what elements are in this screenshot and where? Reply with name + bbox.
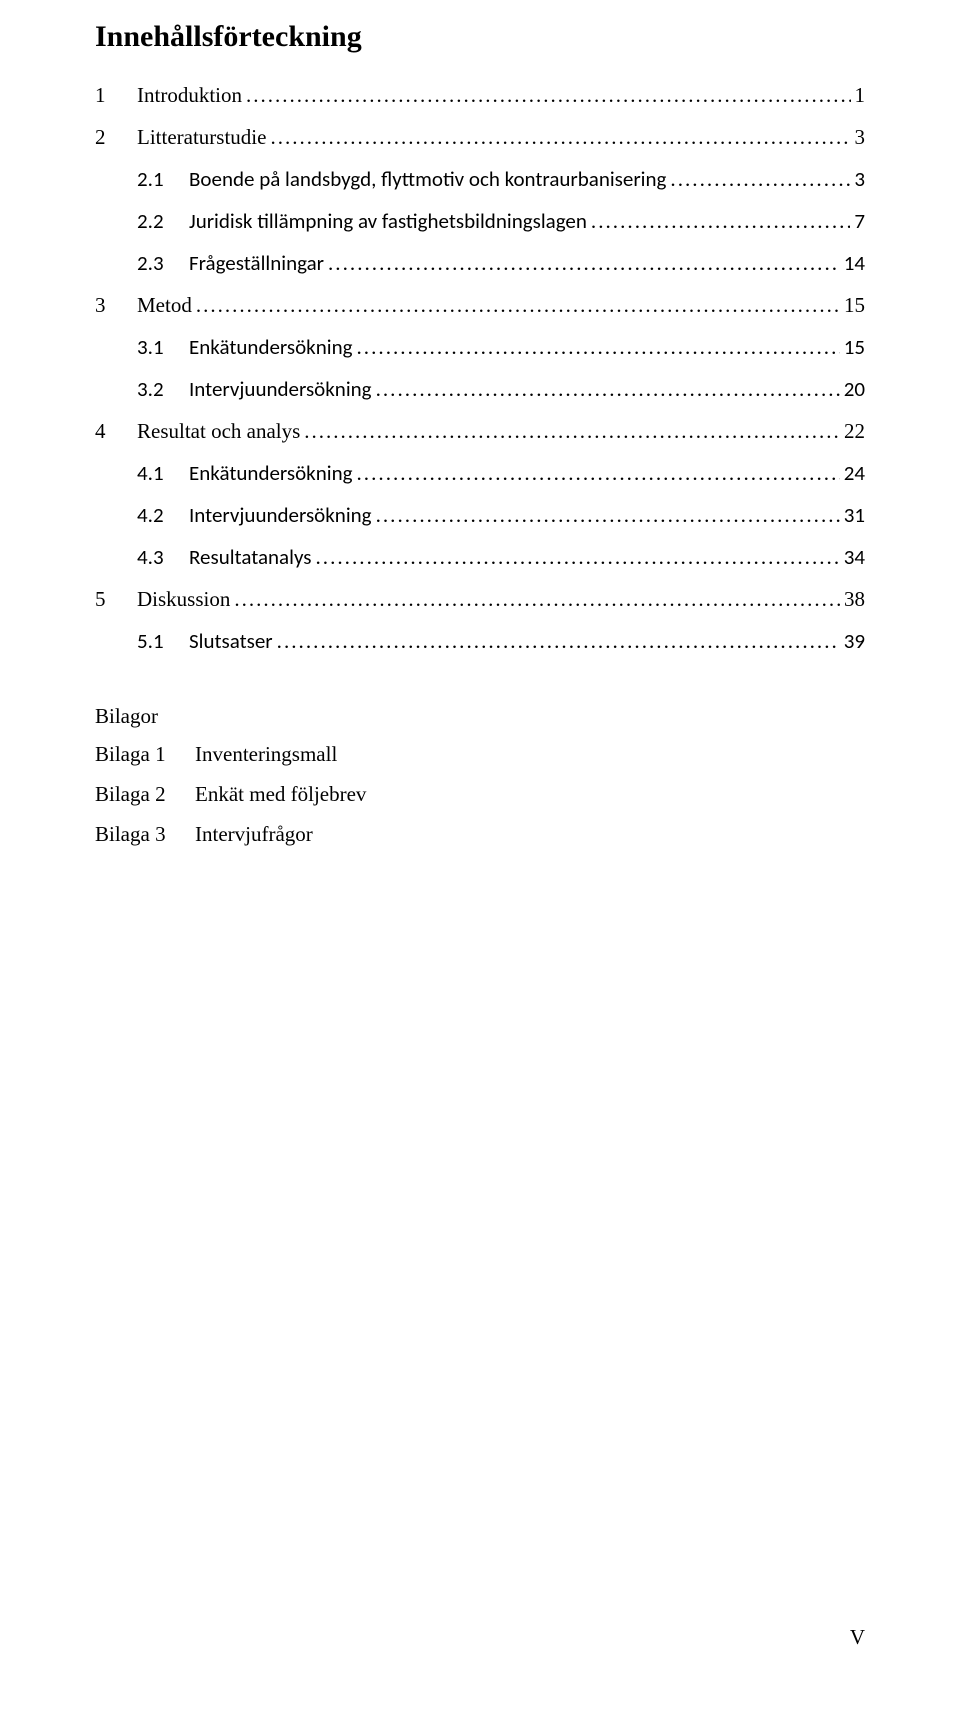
toc-entry-page: 20 [840,368,865,410]
toc-entry-label: Slutsatser [189,620,273,662]
appendix-heading: Bilagor [95,704,865,729]
toc-entry-number: 4.2 [137,494,189,536]
toc-entry: 4.3Resultatanalys 34 [95,536,865,578]
page-number: V [850,1625,865,1650]
toc-entry: 2Litteraturstudie 3 [95,116,865,158]
appendix-entry: Bilaga 2Enkät med följebrev [95,775,865,815]
toc-leader-dots [242,74,851,116]
toc-entry-number: 5.1 [137,620,189,662]
toc-entry-page: 31 [840,494,865,536]
toc-entry-label: Enkätundersökning [189,326,353,368]
toc-entry-number: 1 [95,74,137,116]
toc-entry: 4Resultat och analys 22 [95,410,865,452]
appendix-entry-number: Bilaga 3 [95,815,195,855]
toc-leader-dots [266,116,850,158]
toc-leader-dots [230,578,840,620]
toc-entry-page: 39 [840,620,865,662]
toc-leader-dots [273,620,840,662]
toc-entry-number: 2.3 [137,242,189,284]
appendix-entry: Bilaga 3Intervjufrågor [95,815,865,855]
toc-entry-page: 34 [840,536,865,578]
toc-entry-label: Metod [137,284,192,326]
toc-entry-label: Introduktion [137,74,242,116]
toc-leader-dots [587,200,850,242]
toc-entry-page: 1 [851,74,866,116]
toc-entry: 3.2Intervjuundersökning 20 [95,368,865,410]
toc-entry-label: Resultat och analys [137,410,300,452]
toc-leader-dots [353,326,840,368]
toc-entry-label: Enkätundersökning [189,452,353,494]
toc-entry-number: 4.1 [137,452,189,494]
toc-entry-number: 3 [95,284,137,326]
toc-entry-page: 22 [840,410,865,452]
toc-entry: 2.3Frågeställningar 14 [95,242,865,284]
toc-entry: 5Diskussion 38 [95,578,865,620]
page-title: Innehållsförteckning [95,20,865,54]
toc-entry-number: 3.1 [137,326,189,368]
appendix-entry-label: Inventeringsmall [195,735,337,775]
toc-entry-number: 5 [95,578,137,620]
toc-entry: 3Metod 15 [95,284,865,326]
toc-leader-dots [300,410,840,452]
toc-entry: 5.1Slutsatser 39 [95,620,865,662]
toc-entry-page: 3 [850,158,865,200]
toc-entry-label: Frågeställningar [189,242,324,284]
toc-leader-dots [666,158,850,200]
toc-entry-label: Intervjuundersökning [189,494,372,536]
toc-entry: 4.1Enkätundersökning 24 [95,452,865,494]
toc-entry-page: 38 [840,578,865,620]
toc-entry: 1Introduktion1 [95,74,865,116]
toc-leader-dots [311,536,839,578]
appendix-entry-number: Bilaga 2 [95,775,195,815]
toc-leader-dots [372,368,840,410]
toc-entry-page: 7 [850,200,865,242]
appendix-entry-number: Bilaga 1 [95,735,195,775]
toc-entry-label: Resultatanalys [189,536,311,578]
toc-entry-page: 14 [840,242,865,284]
toc-entry-number: 2.1 [137,158,189,200]
appendix-entry-label: Enkät med följebrev [195,775,366,815]
toc-entry-page: 3 [851,116,866,158]
toc-entry-label: Juridisk tillämpning av fastighetsbildni… [189,200,587,242]
appendix-entry-label: Intervjufrågor [195,815,313,855]
spacer [95,662,865,704]
table-of-contents: 1Introduktion12Litteraturstudie32.1Boend… [95,74,865,662]
toc-entry-page: 15 [840,284,865,326]
appendix-list: Bilaga 1InventeringsmallBilaga 2Enkät me… [95,735,865,855]
toc-entry-label: Boende på landsbygd, flyttmotiv och kont… [189,158,666,200]
toc-entry: 2.2Juridisk tillämpning av fastighetsbil… [95,200,865,242]
toc-entry: 2.1Boende på landsbygd, flyttmotiv och k… [95,158,865,200]
toc-entry-label: Intervjuundersökning [189,368,372,410]
toc-entry-number: 2 [95,116,137,158]
toc-entry-page: 24 [840,452,865,494]
toc-entry-number: 4 [95,410,137,452]
appendix-entry: Bilaga 1Inventeringsmall [95,735,865,775]
toc-leader-dots [324,242,840,284]
toc-entry-label: Diskussion [137,578,230,620]
toc-leader-dots [192,284,840,326]
toc-entry-number: 4.3 [137,536,189,578]
toc-entry: 3.1Enkätundersökning 15 [95,326,865,368]
toc-entry-number: 2.2 [137,200,189,242]
toc-entry-page: 15 [840,326,865,368]
toc-entry: 4.2Intervjuundersökning 31 [95,494,865,536]
page: Innehållsförteckning 1Introduktion12Litt… [0,0,960,1735]
toc-leader-dots [372,494,840,536]
toc-entry-label: Litteraturstudie [137,116,266,158]
toc-entry-number: 3.2 [137,368,189,410]
toc-leader-dots [353,452,840,494]
